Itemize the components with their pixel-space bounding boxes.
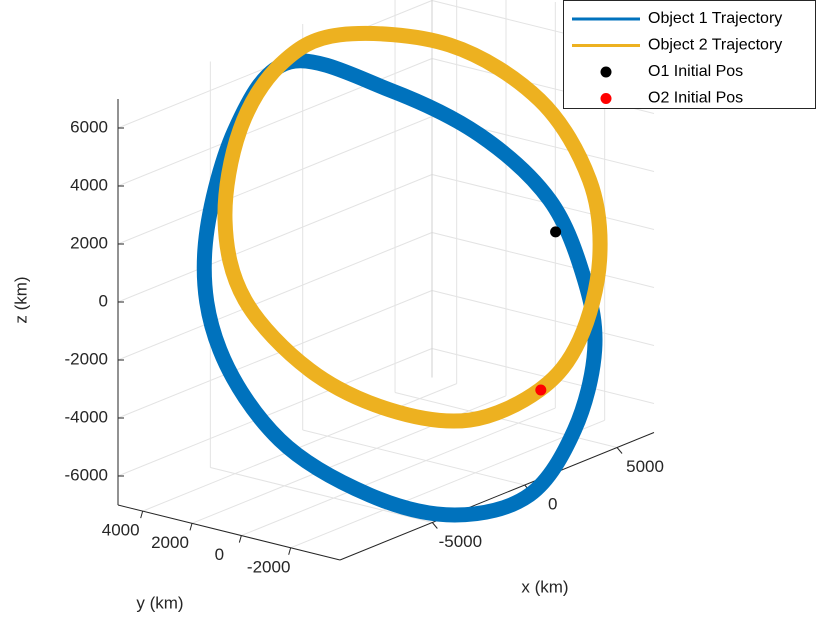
x-axis xyxy=(339,432,655,561)
x-tick-label: -5000 xyxy=(439,532,482,551)
y-tick-label: -2000 xyxy=(247,557,290,576)
z-tick-label: 2000 xyxy=(70,233,108,252)
y-tick-label: 2000 xyxy=(151,533,189,552)
legend-marker xyxy=(600,93,612,104)
marker xyxy=(535,384,547,396)
grid-line xyxy=(117,348,433,477)
y-axis-label: y (km) xyxy=(136,593,183,612)
legend-marker xyxy=(600,66,612,78)
x-tick xyxy=(431,522,438,529)
grid-line xyxy=(117,116,433,245)
legend-box xyxy=(563,0,816,109)
legend-label: Object 1 Trajectory xyxy=(648,10,782,27)
grid-line xyxy=(394,392,618,448)
y-tick xyxy=(140,510,144,519)
x-tick-label: 5000 xyxy=(626,457,664,476)
x-tick-label: 0 xyxy=(548,494,557,513)
grid-line xyxy=(431,232,655,288)
y-tick xyxy=(238,535,242,543)
grid-line xyxy=(117,290,433,419)
z-tick-label: -2000 xyxy=(65,349,108,368)
legend-label: O1 Initial Pos xyxy=(648,63,743,80)
trajectory xyxy=(217,25,608,429)
y-tick xyxy=(189,523,193,531)
y-axis xyxy=(117,504,341,561)
legend-label: O2 Initial Pos xyxy=(648,90,743,107)
grid-line xyxy=(117,174,433,303)
x-axis-label: x (km) xyxy=(521,577,568,596)
grid-line xyxy=(302,429,525,486)
grid-line xyxy=(431,348,655,404)
legend-label: Object 2 Trajectory xyxy=(648,37,782,54)
marker xyxy=(550,226,562,238)
z-tick-label: 0 xyxy=(99,291,108,310)
y-tick xyxy=(288,547,292,555)
grid-line xyxy=(210,467,433,523)
z-tick-label: -4000 xyxy=(65,407,108,426)
grid-line xyxy=(117,232,433,361)
trajectory xyxy=(196,53,603,523)
z-axis-label: z (km) xyxy=(11,276,30,323)
grid-line xyxy=(241,407,556,537)
x-tick xyxy=(616,447,623,454)
z-tick-label: 4000 xyxy=(70,175,108,194)
legend: Object 1 Trajectory Object 2 Trajectory O1… xyxy=(563,0,816,109)
grid-line xyxy=(431,290,655,346)
z-tick-label: 6000 xyxy=(70,117,108,136)
z-tick-label: -6000 xyxy=(65,465,108,484)
grid-line xyxy=(290,419,605,549)
y-tick-label: 0 xyxy=(215,545,224,564)
y-tick-label: 4000 xyxy=(102,521,140,540)
